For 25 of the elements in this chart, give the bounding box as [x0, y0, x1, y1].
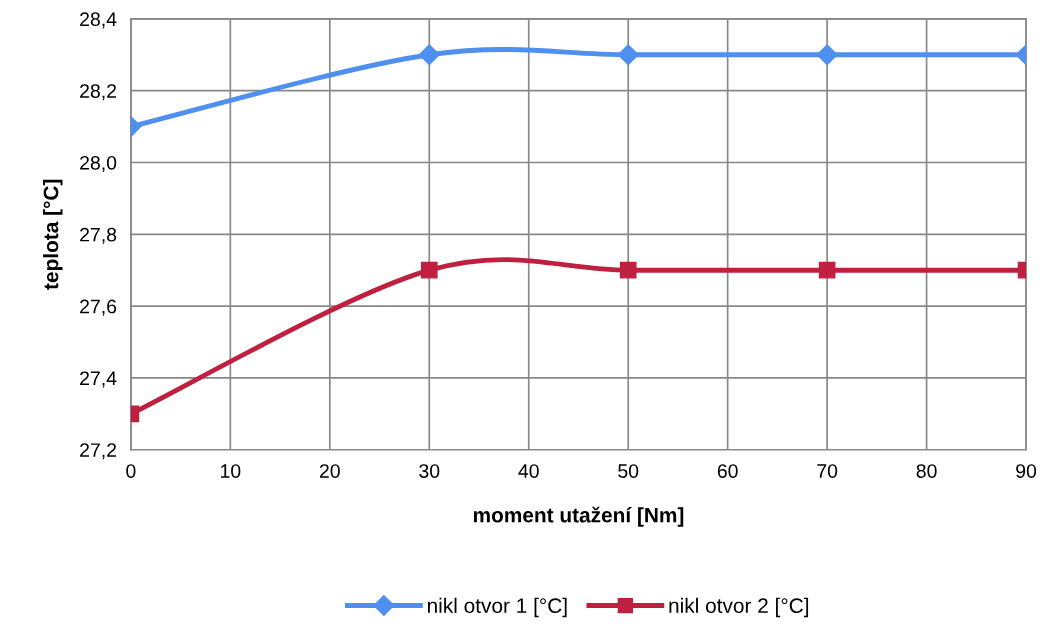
x-tick-label: 40 — [518, 464, 539, 478]
y-tick-label: 28,2 — [80, 84, 117, 101]
x-tick-label: 30 — [419, 464, 440, 478]
point — [418, 44, 440, 66]
y-tick-label: 28,0 — [80, 155, 117, 173]
point — [617, 44, 639, 66]
y-axis-title: teplota [°C] — [43, 179, 63, 290]
x-tick-label: 50 — [618, 464, 639, 478]
x-tick-label: 90 — [1016, 464, 1037, 478]
y-tick-label: 27,8 — [80, 227, 117, 244]
x-tick-label: 70 — [817, 464, 838, 478]
x-tick-label: 60 — [717, 464, 738, 478]
legend-label: nikl otvor 2 [°C] — [669, 597, 809, 618]
y-tick-label: 27,6 — [80, 299, 117, 316]
point — [420, 261, 438, 279]
x-tick-label: 20 — [319, 464, 340, 478]
y-tick-label: 28,4 — [80, 12, 117, 29]
x-tick-label: 80 — [916, 464, 937, 478]
x-tick-label: 0 — [126, 464, 136, 478]
y-tick-label: 27,2 — [80, 443, 117, 460]
legend-label: nikl otvor 1 [°C] — [427, 597, 567, 618]
y-tick-label: 27,4 — [80, 371, 117, 388]
x-axis-title: moment utažení [Nm] — [473, 506, 684, 527]
x-tick-label: 10 — [221, 464, 241, 478]
point — [619, 261, 637, 279]
